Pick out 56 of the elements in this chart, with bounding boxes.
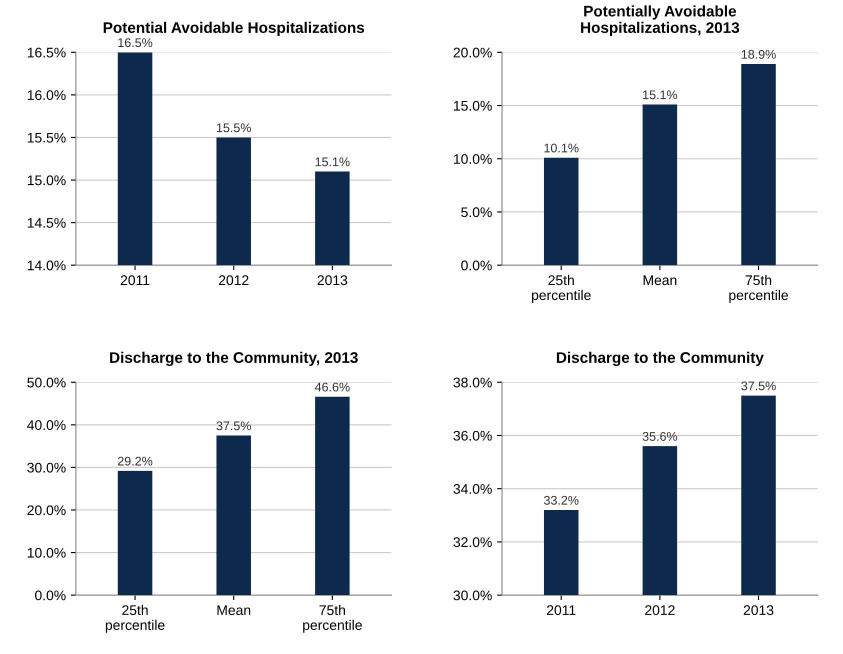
data-label: 15.5% [216,123,251,132]
x-tick-label: 25th percentile [532,274,591,303]
bar [118,470,152,596]
x-tick-label: 2011 [120,275,150,286]
y-tick-label: 38.0% [453,378,492,388]
y-tick-label: 32.0% [453,537,492,548]
data-label: 46.6% [314,382,350,392]
chart-title: Discharge to the Community [556,352,764,366]
x-tick-label: 2011 [546,605,576,616]
data-label: 18.9% [742,50,776,59]
chart-title: Discharge to the Community, 2013 [110,352,358,366]
y-tick-label: 15.5% [28,132,66,143]
x-tick-label: 2013 [744,605,774,616]
bar [741,64,776,266]
bar [315,396,350,596]
y-tick-label: 15.0% [28,175,66,186]
y-tick-label: 20.0% [454,48,492,58]
data-label: 10.1% [544,144,578,152]
x-tick-label: 2012 [645,605,675,616]
y-tick-label: 40.0% [27,420,66,430]
x-tick-label: 75th percentile [303,604,362,633]
data-label: 37.5% [216,421,251,430]
y-tick-label: 34.0% [453,484,492,494]
y-tick-label: 5.0% [461,207,492,218]
y-tick-label: 10.0% [28,548,66,558]
data-label: 16.5% [118,38,152,48]
x-tick-label: 2012 [218,275,248,286]
data-label: 35.6% [642,432,678,441]
y-tick-label: 16.5% [28,48,66,58]
y-tick-label: 50.0% [27,378,66,388]
y-tick-label: 30.0% [453,590,492,600]
y-tick-label: 36.0% [453,430,492,441]
chart-title: Potentially Avoidable Hospitalizations, 2013 [581,5,740,36]
y-tick-label: 14.0% [28,260,66,270]
bar [216,435,251,596]
y-tick-label: 14.5% [28,218,66,228]
x-tick-label: 25th percentile [106,604,165,633]
data-label: 15.1% [643,90,678,100]
data-label: 37.5% [741,381,776,390]
bar [642,104,678,266]
x-tick-label: 2013 [318,275,348,286]
data-label: 29.2% [118,456,152,466]
x-tick-label: Mean [644,275,676,286]
bar [544,158,578,266]
data-label: 15.1% [316,157,350,166]
y-tick-label: 20.0% [27,505,66,516]
y-tick-label: 0.0% [461,260,492,270]
data-label: 33.2% [544,496,578,505]
x-tick-label: Mean [217,605,250,616]
y-tick-label: 30.0% [27,462,66,473]
x-tick-label: 75th percentile [729,274,788,303]
y-tick-label: 0.0% [35,590,66,600]
y-tick-label: 15.0% [454,100,492,111]
chart-title: Potential Avoidable Hospitalizations [104,22,364,36]
y-tick-label: 16.0% [28,90,66,100]
y-tick-label: 10.0% [454,154,492,164]
